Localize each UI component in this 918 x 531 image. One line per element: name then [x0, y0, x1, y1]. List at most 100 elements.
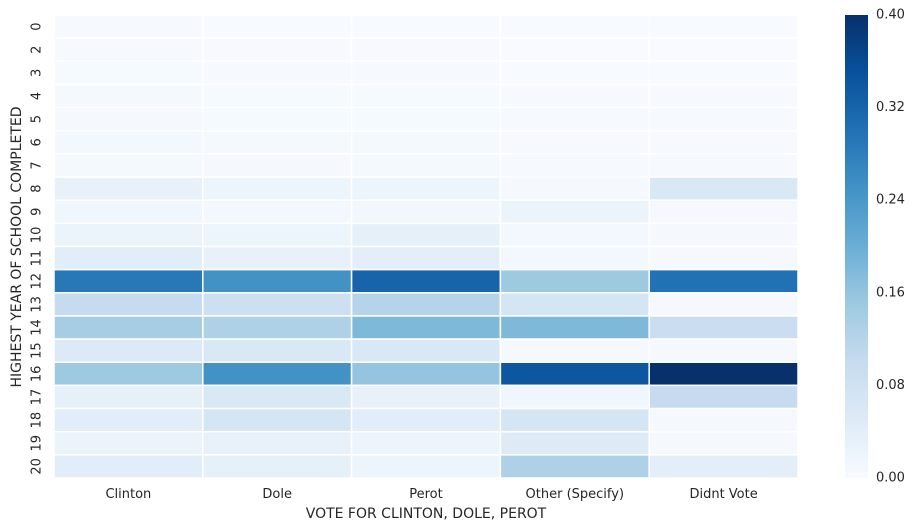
heatmap-cell [53, 37, 204, 63]
y-tick-label: 4 [30, 92, 45, 100]
heatmap-cell [648, 176, 799, 201]
y-tick-label: 18 [30, 412, 45, 429]
heatmap-cell [499, 14, 650, 39]
heatmap-cell [53, 338, 204, 364]
x-tick-label: Dole [262, 487, 292, 502]
heatmap-cell [350, 361, 502, 387]
heatmap-cell [53, 430, 204, 456]
heatmap-cell [499, 60, 650, 86]
heatmap-cell [350, 199, 502, 225]
y-tick-label: 8 [30, 184, 45, 192]
heatmap-cell [202, 384, 353, 410]
y-tick-label: 10 [30, 227, 45, 244]
y-tick-label: 0 [30, 22, 45, 30]
y-tick-label: 19 [30, 435, 45, 452]
heatmap-cell [202, 407, 353, 433]
colorbar-tick-label: 0.40 [876, 8, 905, 23]
heatmap-cell [202, 37, 353, 63]
heatmap-cell [202, 268, 353, 294]
colorbar-tick-label: 0.00 [876, 471, 905, 486]
heatmap-cell [202, 430, 353, 456]
colorbar-tick-labels: 0.00 0.08 0.16 0.24 0.32 0.40 [876, 8, 905, 486]
heatmap-cell [499, 245, 650, 271]
heatmap-cell [499, 454, 650, 479]
heatmap-cell [53, 292, 204, 317]
heatmap-cell [53, 60, 204, 86]
x-tick-label: Other (Specify) [526, 487, 625, 502]
heatmap-cell [53, 199, 204, 225]
heatmap-cell [648, 361, 799, 387]
colorbar-tick-label: 0.16 [876, 285, 905, 300]
y-tick-label: 9 [30, 208, 45, 216]
heatmap-cell [53, 384, 204, 410]
heatmap-cell [202, 338, 353, 364]
heatmap-cell [648, 130, 799, 155]
heatmap-cell [499, 268, 650, 294]
heatmap-cell [648, 14, 799, 39]
heatmap-cell [350, 153, 502, 178]
heatmap-cell [202, 222, 353, 248]
heatmap-cell [499, 176, 650, 201]
heatmap-cells [53, 14, 799, 479]
heatmap-cell [648, 454, 799, 479]
heatmap-cell [350, 222, 502, 248]
heatmap-cell [499, 83, 650, 109]
heatmap-cell [499, 361, 650, 387]
heatmap-cell [202, 245, 353, 271]
heatmap-cell [648, 153, 799, 178]
heatmap-cell [53, 176, 204, 201]
heatmap-cell [350, 176, 502, 201]
y-tick-label: 13 [30, 296, 45, 313]
heatmap-cell [499, 430, 650, 456]
heatmap-cell [499, 292, 650, 317]
heatmap-cell [53, 361, 204, 387]
heatmap-cell [350, 407, 502, 433]
heatmap-cell [350, 454, 502, 479]
y-tick-label: 6 [30, 138, 45, 146]
heatmap-cell [350, 60, 502, 86]
x-tick-label: Perot [409, 487, 442, 502]
colorbar-tick-label: 0.32 [876, 100, 905, 115]
heatmap-cell [499, 384, 650, 410]
heatmap-cell [499, 153, 650, 178]
heatmap-cell [499, 199, 650, 225]
heatmap-cell [350, 130, 502, 155]
y-tick-label: 3 [30, 69, 45, 77]
x-tick-label: Clinton [105, 487, 151, 502]
heatmap-cell [202, 361, 353, 387]
y-tick-label: 16 [30, 366, 45, 383]
heatmap-cell [202, 454, 353, 479]
heatmap-cell [53, 83, 204, 109]
heatmap-cell [53, 14, 204, 39]
heatmap-cell [53, 153, 204, 178]
heatmap-cell [202, 199, 353, 225]
heatmap-cell [350, 268, 502, 294]
heatmap-cell [499, 106, 650, 132]
y-tick-label: 7 [30, 161, 45, 169]
heatmap-cell [648, 245, 799, 271]
y-tick-label: 12 [30, 273, 45, 290]
heatmap-cell [648, 37, 799, 63]
y-tick-label: 14 [30, 319, 45, 336]
heatmap-cell [53, 315, 204, 340]
y-tick-label: 2 [30, 46, 45, 54]
heatmap-cell [350, 292, 502, 317]
heatmap-cell [648, 384, 799, 410]
y-tick-label: 20 [30, 458, 45, 475]
heatmap-cell [202, 153, 353, 178]
heatmap-cell [499, 315, 650, 340]
heatmap-cell [53, 407, 204, 433]
heatmap-cell [53, 245, 204, 271]
x-axis-label: VOTE FOR CLINTON, DOLE, PEROT [306, 506, 547, 522]
heatmap-cell [499, 407, 650, 433]
heatmap-cell [53, 222, 204, 248]
heatmap-cell [350, 83, 502, 109]
heatmap-cell [53, 454, 204, 479]
heatmap-cell [53, 268, 204, 294]
heatmap-cell [350, 245, 502, 271]
heatmap-cell [202, 83, 353, 109]
heatmap-cell [648, 430, 799, 456]
heatmap-cell [202, 106, 353, 132]
heatmap-cell [350, 14, 502, 39]
heatmap-cell [499, 37, 650, 63]
